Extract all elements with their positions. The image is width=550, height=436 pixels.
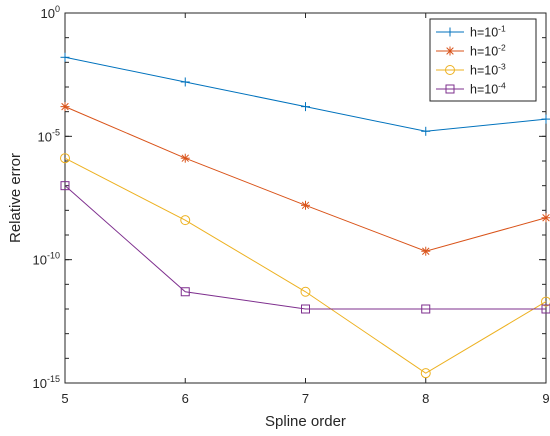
legend-label: h=10-1 [470, 24, 506, 40]
legend: h=10-1 h=10-2 h=10-3 h=10-4 [429, 18, 537, 102]
y-tick-label: 100 [41, 4, 60, 21]
x-tick-label: 8 [422, 391, 429, 406]
y-axis-label: Relative error [7, 153, 24, 243]
series-2 [60, 102, 550, 256]
series-3 [60, 153, 550, 379]
legend-item: h=10-1 [436, 24, 506, 40]
data-point [541, 213, 550, 223]
legend-label: h=10-4 [470, 81, 506, 97]
x-tick-label: 5 [61, 391, 68, 406]
legend-label: h=10-2 [470, 43, 506, 59]
data-point [421, 246, 431, 256]
data-point [301, 304, 310, 314]
series-line [64, 185, 546, 310]
legend-item: h=10-4 [436, 81, 506, 97]
data-point [301, 200, 310, 210]
data-point [421, 304, 431, 314]
data-point [421, 126, 431, 136]
series-1 [60, 52, 550, 136]
y-tick-label: 10-10 [33, 251, 60, 268]
series-4 [60, 181, 550, 314]
y-tick-label: 10-5 [38, 127, 60, 144]
series-line [64, 157, 547, 374]
data-point [60, 102, 70, 112]
data-point [541, 296, 550, 307]
data-point [541, 114, 550, 124]
x-tick-label: 6 [182, 391, 189, 406]
legend-box [429, 18, 537, 102]
legend-label: h=10-3 [470, 62, 506, 78]
data-point [60, 181, 70, 191]
data-point [180, 77, 190, 87]
data-point [300, 286, 311, 297]
data-point [180, 287, 190, 297]
data-point [60, 153, 70, 164]
y-tick-label: 10-15 [33, 374, 60, 391]
legend-item: h=10-2 [436, 43, 506, 59]
data-point [180, 153, 190, 163]
x-tick-label: 9 [542, 391, 549, 406]
legend-item: h=10-3 [436, 62, 506, 78]
data-point [180, 215, 191, 226]
data-point [60, 52, 70, 62]
legend-marker [445, 46, 455, 56]
x-axis-label: Spline order [265, 413, 346, 430]
x-tick-label: 7 [302, 391, 309, 406]
data-point [541, 304, 550, 314]
data-point [420, 368, 431, 379]
legend-marker [445, 27, 455, 37]
legend-marker [445, 65, 455, 75]
data-point [301, 102, 310, 112]
legend-marker [445, 84, 455, 94]
